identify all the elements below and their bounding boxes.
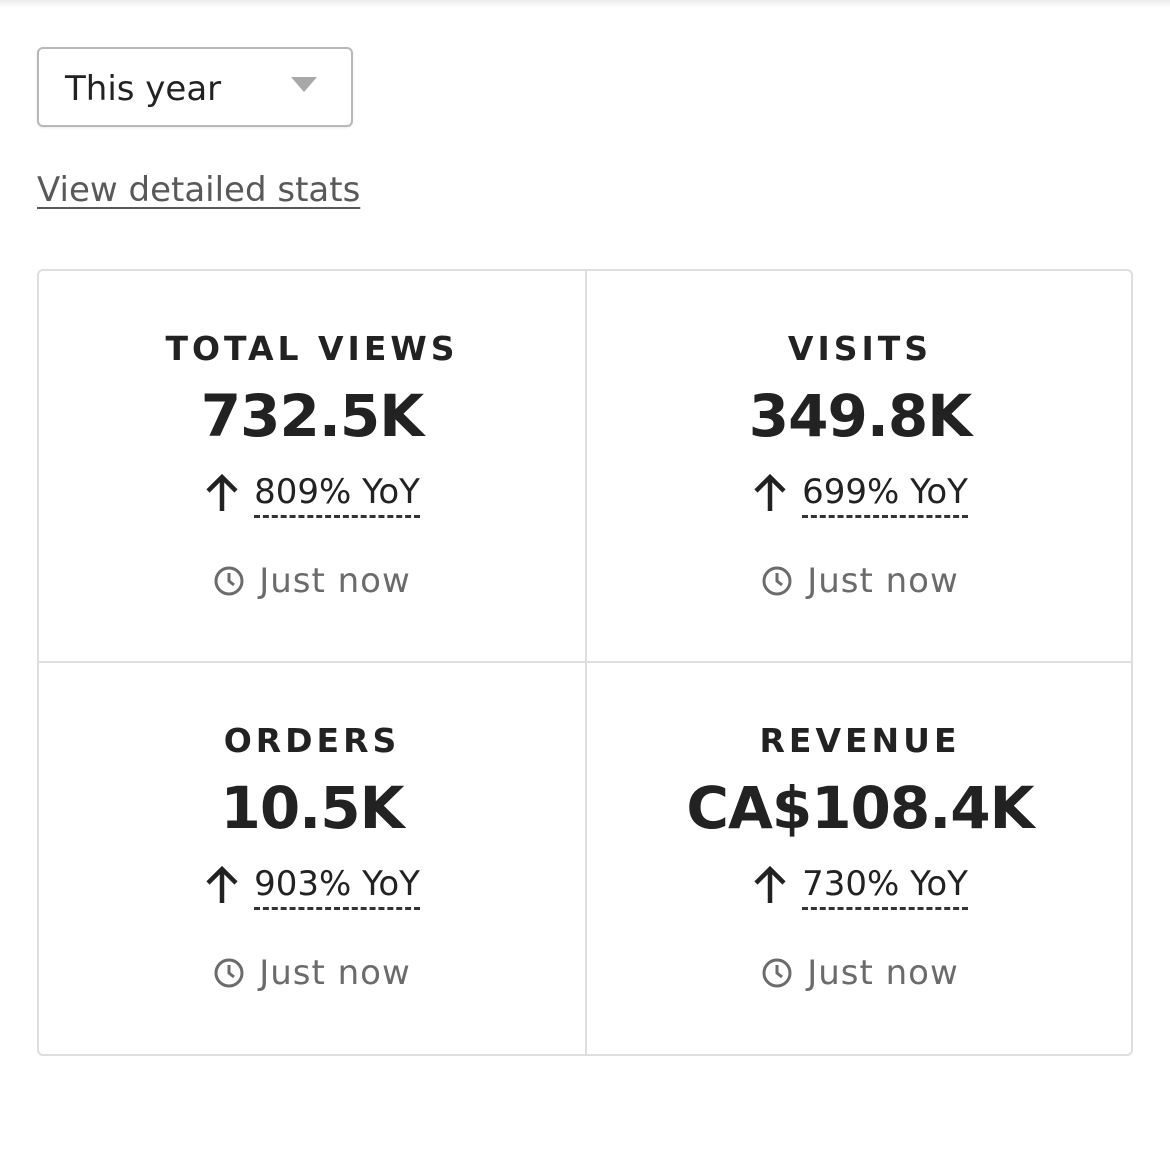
stat-title: ORDERS xyxy=(223,721,401,760)
stat-change: 903% YoY xyxy=(39,863,585,913)
clock-icon xyxy=(214,566,244,596)
stat-value: 732.5K xyxy=(200,382,424,450)
top-divider xyxy=(0,0,1170,8)
stat-card-revenue: REVENUE CA$108.4K 730% YoY Just now xyxy=(587,663,1133,1054)
yoy-change-tooltip-trigger[interactable]: 730% YoY xyxy=(802,863,968,910)
stat-change: 730% YoY xyxy=(587,863,1133,913)
stat-change: 699% YoY xyxy=(587,471,1133,521)
stat-updated: Just now xyxy=(587,951,1133,995)
stat-card-visits: VISITS 349.8K 699% YoY Just now xyxy=(587,271,1133,663)
stats-grid: TOTAL VIEWS 732.5K 809% YoY Just now VIS… xyxy=(37,269,1133,1056)
yoy-change-tooltip-trigger[interactable]: 903% YoY xyxy=(254,863,420,910)
stat-value: 349.8K xyxy=(748,382,972,450)
stat-change: 809% YoY xyxy=(39,471,585,521)
stat-updated: Just now xyxy=(39,951,585,995)
stat-value: CA$108.4K xyxy=(686,774,1034,842)
stat-card-total-views: TOTAL VIEWS 732.5K 809% YoY Just now xyxy=(39,271,587,663)
updated-time: Just now xyxy=(259,561,411,601)
clock-icon xyxy=(762,958,792,988)
period-select[interactable]: This year xyxy=(37,47,353,127)
stat-updated: Just now xyxy=(587,559,1133,603)
stat-updated: Just now xyxy=(39,559,585,603)
stat-title: TOTAL VIEWS xyxy=(165,329,459,368)
stat-card-orders: ORDERS 10.5K 903% YoY Just now xyxy=(39,663,587,1054)
arrow-up-icon xyxy=(754,473,786,511)
yoy-change-tooltip-trigger[interactable]: 809% YoY xyxy=(254,471,420,518)
updated-time: Just now xyxy=(807,953,959,993)
triangle-down-icon xyxy=(291,77,317,92)
stat-value: 10.5K xyxy=(220,774,404,842)
yoy-change-tooltip-trigger[interactable]: 699% YoY xyxy=(802,471,968,518)
arrow-up-icon xyxy=(206,865,238,903)
arrow-up-icon xyxy=(754,865,786,903)
stat-title: VISITS xyxy=(787,329,933,368)
stat-title: REVENUE xyxy=(759,721,961,760)
clock-icon xyxy=(762,566,792,596)
arrow-up-icon xyxy=(206,473,238,511)
updated-time: Just now xyxy=(259,953,411,993)
updated-time: Just now xyxy=(807,561,959,601)
clock-icon xyxy=(214,958,244,988)
period-select-value: This year xyxy=(65,69,222,109)
view-detailed-stats-link[interactable]: View detailed stats xyxy=(37,170,361,210)
